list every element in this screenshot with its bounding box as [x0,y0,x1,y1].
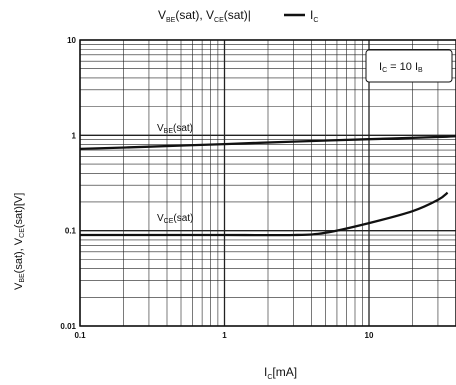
plot-frame [79,39,456,327]
series-vbe-sat-label: VBE(sat) [157,123,193,135]
annotation-box [365,49,453,83]
title-legend-label: IC [310,8,318,24]
series-vce-sat-label: VCE(sat) [157,213,193,225]
x-tick-label: 10 [365,331,374,340]
series-vce-sat-line [80,191,449,237]
y-tick-label: 10 [67,36,76,45]
x-tick-label: 1 [222,331,227,340]
annotation-text: IC = 10 IB [379,61,423,74]
y-tick-label: 1 [72,131,77,140]
y-ticks: 0.01 0.1 1 10 [60,36,76,331]
y-tick-label: 0.01 [60,322,76,331]
series-vbe-sat-line [79,135,456,151]
x-tick-label: 0.1 [74,331,86,340]
x-ticks: 0.1 1 10 [74,331,374,340]
grid [79,39,456,327]
x-axis-label: IC[mA] [264,365,297,381]
y-tick-label: 0.1 [65,227,77,236]
y-axis-label: VBE(sat), VCE(sat)[V] [13,193,26,290]
chart-title: VBE(sat), VCE(sat)| [158,8,251,24]
